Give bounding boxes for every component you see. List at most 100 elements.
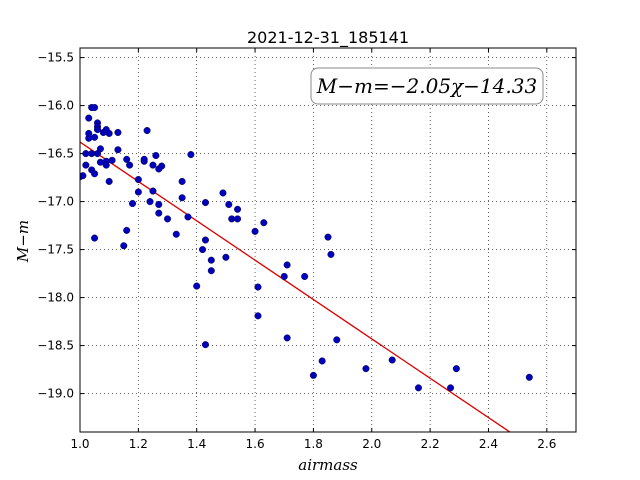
data-point	[324, 233, 332, 241]
fit-equation-frame	[310, 67, 544, 105]
data-point	[114, 146, 122, 154]
data-point	[228, 215, 236, 223]
data-point	[155, 200, 163, 208]
y-tick-label: −16.5	[37, 147, 74, 161]
data-point	[102, 161, 110, 169]
x-tick-label: 1.4	[187, 437, 206, 451]
data-point	[333, 336, 341, 344]
data-point	[88, 150, 96, 158]
x-tick-label: 1.2	[129, 437, 148, 451]
data-point	[260, 219, 268, 227]
y-tick-label: −16.0	[37, 99, 74, 113]
fit-equation-text: M−m=−2.05χ−14.33	[316, 74, 537, 98]
data-point	[85, 114, 93, 122]
data-point	[201, 341, 209, 349]
data-point	[222, 253, 230, 261]
plot-area: 1.0 1.2 1.4 1.6 1.8 2.0 2.2 2.4 2.6 −15.5 −16.0 −16…	[37, 47, 577, 451]
data-point	[94, 126, 102, 134]
data-point	[201, 199, 209, 207]
y-tick-label: −19.0	[37, 387, 74, 401]
data-point	[201, 236, 209, 244]
data-point	[254, 312, 262, 320]
data-point	[184, 213, 192, 221]
data-point	[149, 187, 157, 195]
y-tick-label: −17.0	[37, 195, 74, 209]
data-point	[318, 357, 326, 365]
data-point	[126, 161, 134, 169]
y-tick-label: −18.5	[37, 339, 74, 353]
data-point	[301, 272, 309, 280]
y-tick-label: −17.5	[37, 243, 74, 257]
data-point	[362, 365, 370, 373]
data-point	[309, 371, 317, 379]
x-tick-label: 1.0	[70, 437, 89, 451]
data-point	[96, 145, 104, 153]
y-axis-label: M−m	[14, 220, 32, 263]
data-point	[234, 215, 242, 223]
data-point	[178, 194, 186, 202]
data-point	[414, 384, 422, 392]
data-point	[85, 129, 93, 137]
data-point	[178, 177, 186, 185]
data-point	[254, 283, 262, 291]
data-point	[123, 226, 131, 234]
data-point	[280, 272, 288, 280]
data-point	[149, 161, 157, 169]
x-tick-label: 2.6	[537, 437, 556, 451]
data-point	[82, 161, 90, 169]
data-point	[114, 128, 122, 136]
data-point	[80, 172, 87, 180]
data-point	[327, 250, 335, 258]
data-point	[164, 215, 172, 223]
data-point	[129, 200, 137, 208]
data-point	[143, 127, 151, 135]
data-point	[123, 155, 131, 163]
data-point	[388, 356, 396, 364]
data-point	[283, 334, 291, 342]
x-tick-label: 2.2	[421, 437, 440, 451]
x-tick-label: 2.0	[362, 437, 381, 451]
data-point	[234, 205, 242, 213]
data-point	[199, 246, 207, 254]
data-point	[91, 170, 99, 178]
data-point	[447, 384, 455, 392]
plot-frame	[79, 47, 577, 433]
y-tick-label: −15.5	[37, 51, 74, 65]
data-point	[187, 151, 195, 159]
data-point	[134, 188, 142, 196]
data-point	[96, 158, 104, 166]
data-point	[91, 133, 99, 141]
x-tick-label: 1.8	[304, 437, 323, 451]
data-point	[105, 177, 113, 185]
x-tick-label: 1.6	[246, 437, 265, 451]
data-point	[452, 365, 460, 373]
data-point	[225, 200, 233, 208]
data-point	[525, 373, 533, 381]
data-point	[207, 256, 215, 264]
data-point	[158, 162, 166, 170]
fit-line	[80, 141, 511, 432]
data-point	[152, 152, 160, 160]
data-point	[251, 227, 259, 235]
data-point	[120, 242, 128, 250]
x-axis-label: airmass	[298, 456, 358, 474]
y-tick-label: −18.0	[37, 291, 74, 305]
data-point	[105, 129, 113, 137]
fit-equation-box: M−m=−2.05χ−14.33	[310, 67, 544, 105]
data-point	[134, 176, 142, 184]
data-point	[172, 230, 180, 238]
data-point	[193, 282, 201, 290]
data-point	[146, 198, 154, 206]
x-tick-label: 2.4	[479, 437, 498, 451]
data-point	[82, 150, 90, 158]
data-point	[108, 156, 116, 164]
data-point	[91, 234, 99, 242]
data-point	[155, 209, 163, 217]
data-point	[140, 155, 148, 163]
data-point	[219, 189, 227, 197]
data-point	[283, 261, 291, 269]
chart-title: 2021-12-31_185141	[247, 28, 409, 48]
data-point	[207, 267, 215, 275]
data-point	[91, 104, 99, 112]
